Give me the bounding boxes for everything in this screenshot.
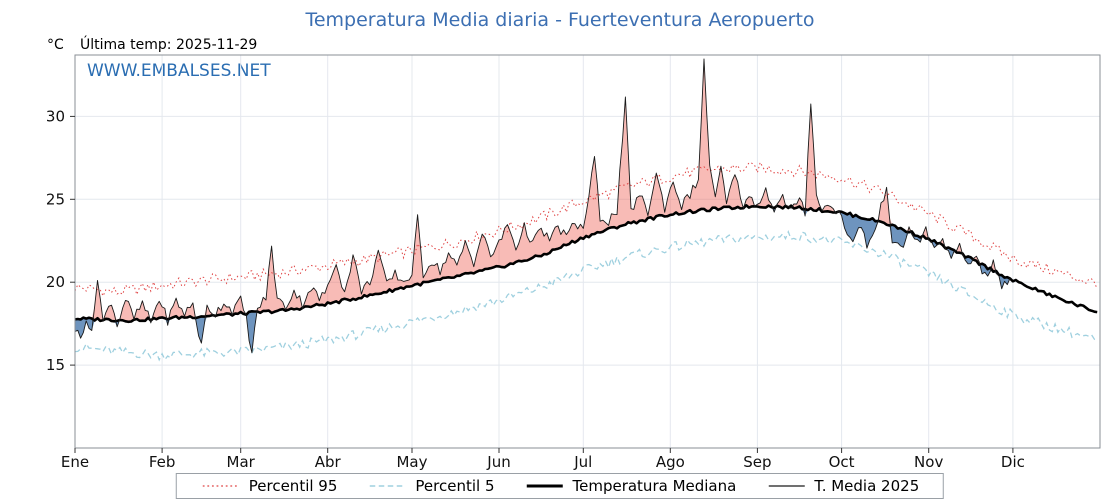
y-axis-unit-label: °C: [47, 37, 64, 53]
x-tick-label: Sep: [743, 453, 771, 471]
x-tick-label: Dic: [1001, 453, 1025, 471]
x-tick-label: Ago: [656, 453, 685, 471]
watermark-text: WWW.EMBALSES.NET: [87, 61, 271, 81]
x-tick-label: Feb: [149, 453, 176, 471]
y-tick-label: 15: [46, 356, 65, 374]
chart-legend: Percentil 95 Percentil 5 Temperatura Med…: [175, 473, 945, 499]
x-tick-label: Jun: [486, 453, 510, 471]
legend-label-percentil95: Percentil 95: [248, 477, 338, 495]
temperature-chart-svg: 15 20 25 30 Ene Feb Mar Abr May Jun Jul Ago Sep Oct No…: [46, 54, 1101, 471]
legend-item-mediana: Temperatura Mediana: [524, 477, 736, 495]
legend-label-t-media-2025: T. Media 2025: [814, 477, 920, 495]
axis-labels: 15 20 25 30 Ene Feb Mar Abr May Jun Jul Ago Sep Oct No…: [46, 107, 1025, 471]
legend-item-percentil95: Percentil 95: [201, 477, 338, 495]
x-tick-label: Abr: [315, 453, 342, 471]
gridlines: [75, 55, 1100, 448]
t-media-2025-line-sample: [768, 485, 805, 487]
x-tick-label: Mar: [227, 453, 256, 471]
area-below-median: [75, 205, 1011, 353]
x-tick-label: Nov: [914, 453, 943, 471]
mediana-line: [74, 204, 1098, 324]
percentil95-line-sample: [202, 485, 239, 487]
plot-frame: [74, 54, 1101, 449]
legend-item-t-media-2025: T. Media 2025: [766, 477, 919, 495]
x-tick-label: Oct: [829, 453, 855, 471]
last-temp-label: Última temp: 2025-11-29: [80, 37, 258, 53]
percentil5-line: [74, 230, 1098, 362]
legend-label-mediana: Temperatura Mediana: [572, 477, 737, 495]
y-tick-label: 30: [46, 107, 65, 125]
mediana-line-sample: [526, 484, 563, 488]
x-tick-label: Ene: [61, 453, 89, 471]
y-tick-label: 25: [46, 190, 65, 208]
y-tick-label: 20: [46, 273, 65, 291]
t-media-2025-line: [74, 58, 1011, 354]
percentil5-line-sample: [369, 485, 406, 487]
percentil95-line: [74, 161, 1098, 298]
legend-item-percentil5: Percentil 5: [367, 477, 494, 495]
legend-label-percentil5: Percentil 5: [415, 477, 495, 495]
chart-title: Temperatura Media diaria - Fuerteventura…: [305, 9, 815, 31]
x-tick-label: May: [396, 453, 427, 471]
x-tick-label: Jul: [573, 453, 592, 471]
